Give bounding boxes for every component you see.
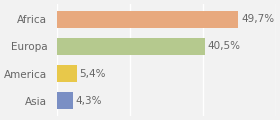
Bar <box>57 38 205 55</box>
Bar <box>57 65 77 82</box>
Bar <box>57 11 238 28</box>
Text: 4,3%: 4,3% <box>76 96 102 106</box>
Text: 40,5%: 40,5% <box>208 41 241 51</box>
Text: 49,7%: 49,7% <box>241 14 274 24</box>
Bar <box>57 92 73 109</box>
Text: 5,4%: 5,4% <box>80 69 106 79</box>
